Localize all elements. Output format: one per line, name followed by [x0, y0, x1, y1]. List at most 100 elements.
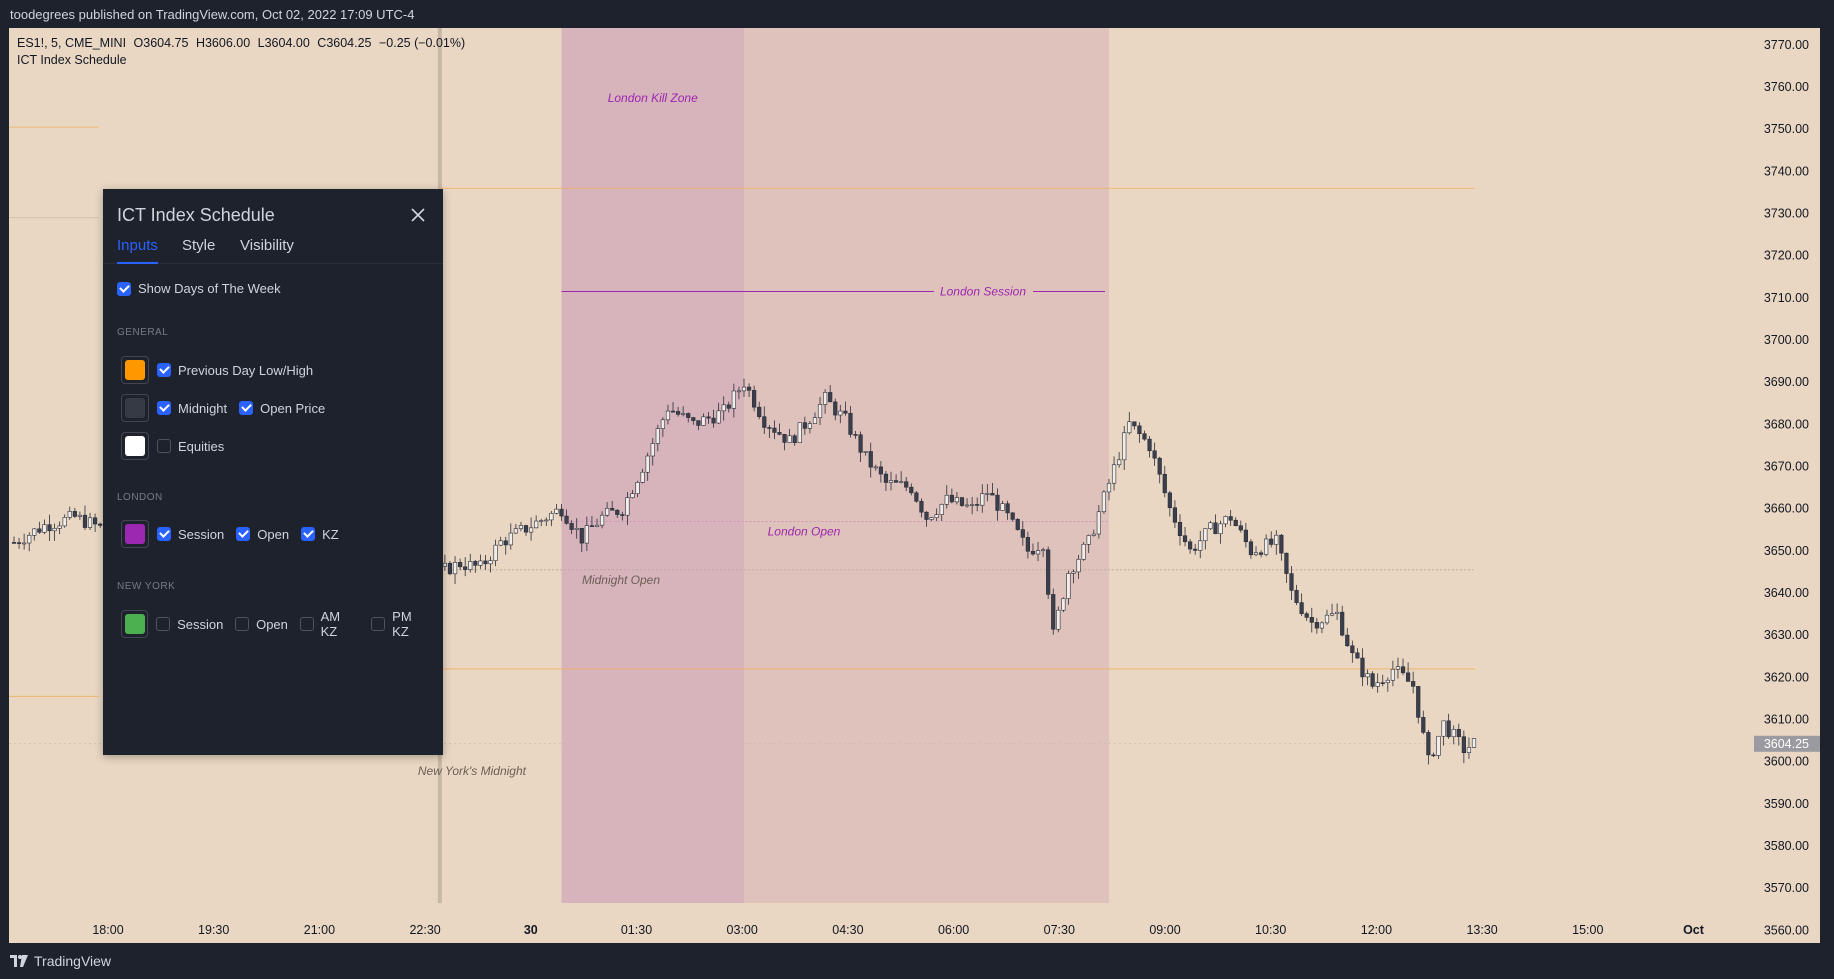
candle-body: [1314, 622, 1319, 629]
prev-day-checkbox[interactable]: [157, 363, 171, 377]
candle-body: [1172, 507, 1178, 523]
newyork-color-picker[interactable]: [121, 610, 149, 638]
tab-inputs[interactable]: Inputs: [117, 237, 158, 264]
close-icon[interactable]: [409, 206, 427, 224]
candle-body: [468, 561, 473, 570]
candle-body: [579, 528, 584, 544]
price-axis-tick-label: 3730.00: [1764, 207, 1809, 221]
time-axis-tick-label: 07:30: [1044, 923, 1075, 937]
price-chart[interactable]: London Kill Zone London Session London Ope…: [9, 28, 1820, 943]
candle-body: [1015, 519, 1020, 530]
candle-body: [828, 392, 833, 403]
equities-row: Equities: [121, 432, 236, 460]
ny-open-checkbox[interactable]: [235, 617, 250, 631]
candle-body: [1147, 438, 1152, 452]
footer-brand: TradingView: [34, 953, 112, 969]
last-price-badge: [1754, 735, 1820, 752]
price-axis-tick-label: 3640.00: [1764, 586, 1809, 600]
time-axis-tick-label: 22:30: [409, 923, 440, 937]
price-axis-tick-label: 3620.00: [1764, 670, 1809, 684]
candle-body: [660, 419, 665, 429]
candle-body: [594, 524, 600, 527]
candle-body: [1289, 573, 1294, 591]
candle-body: [893, 480, 899, 483]
panel-tabs: Inputs Style Visibility: [103, 235, 443, 264]
publish-header: toodegrees published on TradingView.com,…: [0, 0, 1834, 28]
legend-close: 3604.25: [326, 36, 372, 50]
candle-body: [883, 473, 889, 483]
midnight-checkbox[interactable]: [157, 401, 171, 415]
candle-body: [1137, 425, 1142, 435]
candle-body: [1025, 537, 1030, 552]
candle-body: [1233, 519, 1238, 527]
candle-body: [1335, 611, 1340, 614]
prev-day-color-picker[interactable]: [121, 356, 149, 384]
candle-body: [1071, 571, 1076, 574]
candle-body: [919, 500, 924, 513]
equities-label: Equities: [178, 438, 225, 454]
london-session-label: Session: [178, 526, 225, 542]
candle-body: [772, 427, 777, 433]
candle-body: [959, 497, 965, 506]
candle-body: [1370, 673, 1375, 687]
candle-body: [493, 544, 498, 561]
equities-color-picker[interactable]: [121, 432, 149, 460]
candle-body: [1010, 512, 1015, 520]
prev-day-row: Previous Day Low/High: [121, 356, 325, 384]
candle-body: [625, 497, 630, 516]
candle-body: [853, 434, 858, 436]
candle-body: [964, 504, 970, 507]
candle-body: [42, 524, 47, 533]
midnight-color-picker[interactable]: [121, 394, 149, 422]
newyork-row: Session Open AM KZ PM KZ: [121, 609, 443, 639]
midnight-open-label: Midnight Open: [582, 573, 660, 587]
candle-body: [1405, 672, 1411, 682]
ny-amkz-checkbox[interactable]: [299, 617, 314, 631]
open-price-checkbox[interactable]: [239, 401, 254, 415]
candle-body: [630, 493, 635, 498]
candle-body: [878, 466, 883, 475]
footer: TradingView: [0, 943, 1834, 979]
london-color-picker[interactable]: [121, 520, 149, 548]
candle-body: [681, 413, 686, 415]
tab-style[interactable]: Style: [182, 237, 216, 254]
show-days-label: Show Days of The Week: [138, 281, 281, 296]
price-axis-tick-label: 3560.00: [1764, 923, 1809, 937]
time-axis-tick-label: 09:00: [1149, 923, 1180, 937]
london-session-checkbox[interactable]: [157, 527, 171, 541]
candle-body: [1380, 682, 1385, 684]
candle-body: [452, 562, 458, 575]
london-row: Session Open KZ: [121, 520, 351, 548]
candle-body: [32, 528, 37, 536]
time-axis-tick-label: 10:30: [1255, 923, 1286, 937]
candle-body: [782, 434, 787, 443]
candle-body: [16, 542, 22, 544]
candle-body: [1355, 652, 1360, 659]
london-open-checkbox[interactable]: [236, 527, 251, 541]
ny-pmkz-checkbox[interactable]: [371, 617, 386, 631]
candle-body: [888, 480, 894, 483]
candle-body: [72, 511, 77, 517]
candle-body: [675, 411, 681, 415]
symbol-legend: ES1!, 5, CME_MINI O3604.75 H3606.00 L360…: [17, 35, 465, 69]
time-axis-tick-label: 03:00: [727, 923, 758, 937]
show-days-checkbox[interactable]: [117, 281, 131, 296]
tab-visibility[interactable]: Visibility: [240, 237, 294, 254]
candle-body: [787, 435, 792, 443]
candle-body: [57, 525, 62, 529]
time-axis-tick-label: 13:30: [1466, 923, 1497, 937]
candle-body: [442, 562, 448, 567]
ny-session-checkbox[interactable]: [156, 617, 171, 631]
candle-body: [1228, 516, 1233, 521]
candle-body: [498, 540, 503, 546]
tradingview-logo[interactable]: TradingView: [10, 953, 111, 969]
candle-body: [1411, 681, 1416, 687]
candle-body: [691, 417, 696, 421]
candle-body: [1365, 673, 1370, 678]
equities-checkbox[interactable]: [157, 439, 171, 453]
candle-body: [539, 520, 544, 522]
candle-body: [1375, 682, 1380, 687]
candle-body: [518, 525, 524, 529]
london-kz-checkbox[interactable]: [301, 527, 316, 541]
chart-area[interactable]: London Kill Zone London Session London Ope…: [9, 28, 1820, 943]
